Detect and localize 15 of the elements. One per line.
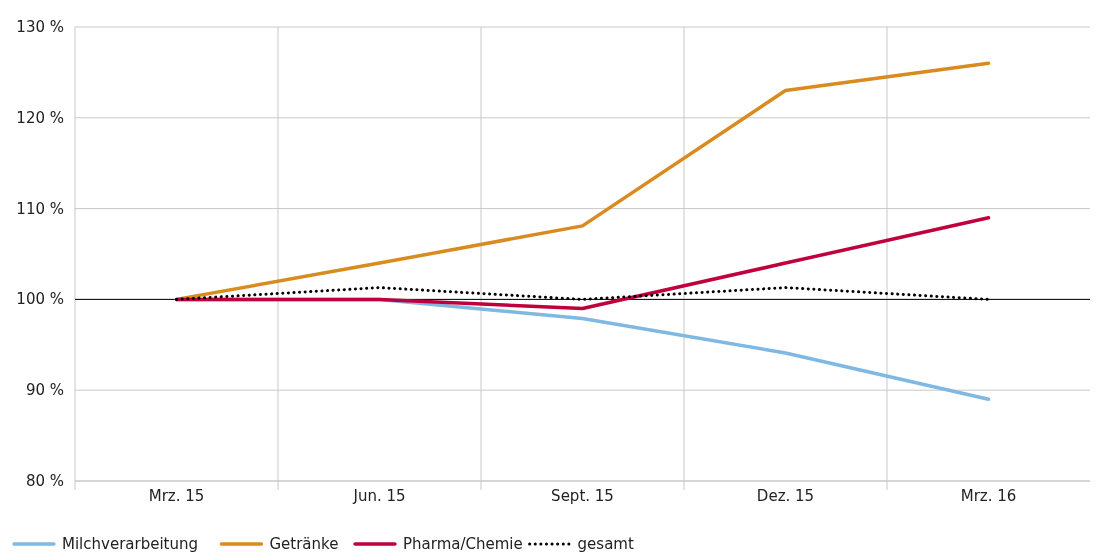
y-tick-label: 110 % (16, 199, 64, 218)
y-tick-label: 90 % (25, 381, 64, 400)
y-tick-label: 100 % (16, 290, 64, 309)
x-tick-label: Mrz. 15 (148, 487, 205, 505)
legend-label: Pharma/Chemie (403, 535, 523, 553)
x-tick-label: Dez. 15 (756, 487, 815, 505)
legend-label: Milchverarbeitung (62, 535, 198, 553)
y-tick-label: 130 % (16, 18, 64, 36)
y-tick-label: 80 % (25, 472, 64, 490)
legend-label: Getränke (269, 535, 339, 553)
y-tick-label: 120 % (16, 108, 64, 127)
legend-label: gesamt (577, 535, 634, 553)
x-tick-label: Jun. 15 (352, 487, 406, 505)
x-tick-label: Sept. 15 (551, 487, 614, 505)
x-tick-label: Mrz. 16 (960, 487, 1017, 505)
